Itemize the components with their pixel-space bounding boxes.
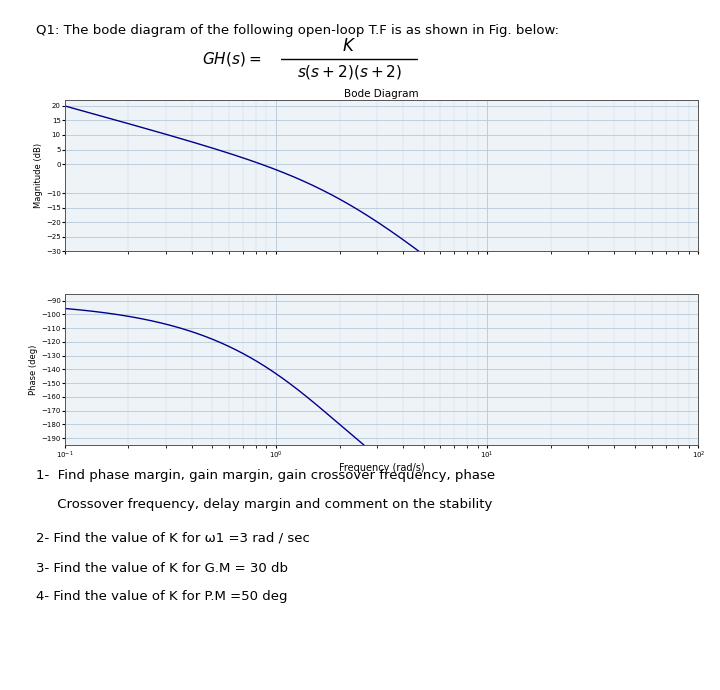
Y-axis label: Magnitude (dB): Magnitude (dB) [34,143,43,208]
Text: $GH(s) =$: $GH(s) =$ [202,50,261,68]
Text: 3- Find the value of K for G.M = 30 db: 3- Find the value of K for G.M = 30 db [36,562,288,575]
Y-axis label: Phase (deg): Phase (deg) [30,344,38,395]
Text: 4- Find the value of K for P.M =50 deg: 4- Find the value of K for P.M =50 deg [36,590,287,603]
Text: 2- Find the value of K for ω1 =3 rad / sec: 2- Find the value of K for ω1 =3 rad / s… [36,531,310,544]
X-axis label: Frequency (rad/s): Frequency (rad/s) [339,463,424,473]
Text: Q1: The bode diagram of the following open-loop T.F is as shown in Fig. below:: Q1: The bode diagram of the following op… [36,24,559,37]
Text: Crossover frequency, delay margin and comment on the stability: Crossover frequency, delay margin and co… [36,498,492,511]
Text: $s(s+2)(s+2)$: $s(s+2)(s+2)$ [297,63,402,81]
Text: 1-  Find phase margin, gain margin, gain crossover frequency, phase: 1- Find phase margin, gain margin, gain … [36,469,495,482]
Text: $K$: $K$ [342,38,356,55]
Title: Bode Diagram: Bode Diagram [344,89,419,99]
